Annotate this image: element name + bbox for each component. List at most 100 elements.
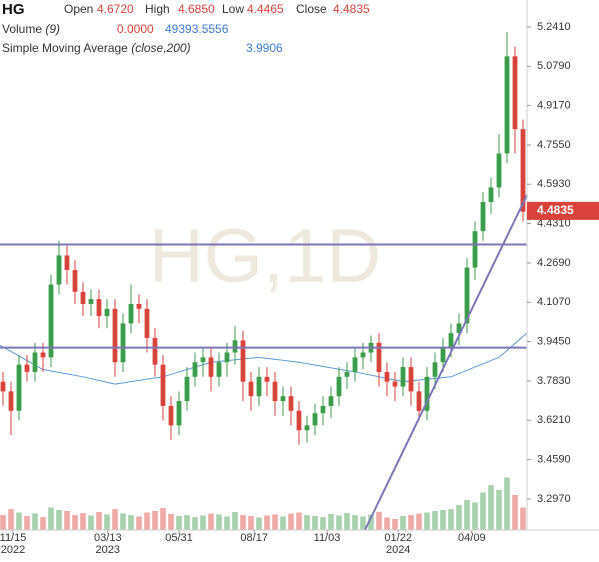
indicator-params: (close,200) (131, 41, 190, 55)
candle-body (152, 337, 158, 365)
candle-body (512, 56, 518, 130)
x-tick-label: 01/22 (384, 532, 412, 544)
y-tick-label: 3.9450 (537, 336, 571, 348)
volume-bar (112, 509, 118, 530)
candle-body (96, 299, 102, 317)
y-tick-label: 4.1070 (537, 296, 571, 308)
last-price-tag (527, 201, 599, 220)
y-tick-label: 3.6210 (537, 414, 571, 426)
x-year-label: 2023 (96, 544, 120, 556)
volume-bar (504, 477, 510, 530)
candle-body (120, 323, 126, 363)
symbol: HG (2, 1, 25, 18)
volume-bar (120, 513, 126, 530)
candle-body (424, 376, 430, 411)
volume-bar (432, 511, 438, 530)
volume-bar (88, 515, 94, 530)
volume-bar (248, 516, 254, 530)
candle-body (328, 396, 334, 406)
candle-body (240, 340, 246, 382)
volume-value: 0.0000 (117, 22, 154, 36)
y-tick-label: 4.4310 (537, 218, 571, 230)
candle-body (184, 376, 190, 402)
volume-bar (344, 513, 350, 530)
plot-area (0, 32, 528, 531)
x-tick-label: 04/09 (458, 532, 486, 544)
volume-bar (16, 512, 22, 530)
volume-bar (8, 509, 14, 530)
volume-bar (448, 509, 454, 530)
volume-bar (40, 517, 46, 530)
candle-body (0, 381, 6, 392)
volume-bar (496, 490, 502, 530)
candle-body (224, 352, 230, 363)
volume-bar (440, 510, 446, 530)
volume-bar (288, 513, 294, 530)
candle-body (248, 381, 254, 397)
x-tick-label: 11/15 (0, 532, 26, 544)
x-tick-label: 03/13 (94, 532, 122, 544)
volume-bar (160, 508, 166, 530)
x-year-label: 2022 (1, 544, 25, 556)
y-tick-label: 4.9170 (537, 100, 571, 112)
volume-ma-value: 49393.5556 (165, 22, 229, 36)
volume-bar (64, 511, 70, 530)
volume-bar (368, 514, 374, 530)
last-price-label: 4.4835 (537, 203, 574, 217)
candle-body (136, 303, 142, 309)
volume-bar (136, 516, 142, 530)
candle-body (336, 376, 342, 397)
candle-body (456, 323, 462, 334)
sma-line (0, 332, 528, 385)
volume-bar (104, 514, 110, 530)
volume-bar (408, 515, 414, 530)
volume-bar (280, 516, 286, 530)
volume-bar (352, 515, 358, 530)
candle-body (216, 362, 222, 377)
volume-bar (48, 507, 54, 530)
volume-bar (168, 514, 174, 530)
candle-body (440, 347, 446, 363)
volume-bar (464, 500, 470, 530)
x-tick-label: 11/03 (314, 532, 341, 544)
volume-bar (488, 485, 494, 530)
candle-body (80, 291, 86, 304)
y-tick-label: 3.4590 (537, 453, 571, 465)
volume-bar (192, 517, 198, 530)
candle-body (416, 391, 422, 411)
volume-bar (256, 517, 262, 530)
candle-body (176, 401, 182, 426)
volume-bar (264, 515, 270, 530)
candle-body (488, 187, 494, 202)
candle-body (304, 425, 310, 431)
low-value: 4.4465 (247, 2, 284, 16)
y-tick-label: 5.0790 (537, 60, 571, 72)
indicator-value: 3.9906 (246, 41, 283, 55)
volume-bar (376, 512, 382, 530)
close-value: 4.4835 (333, 2, 370, 16)
volume-bar (224, 516, 230, 530)
volume-bar (32, 513, 38, 530)
open-value: 4.6720 (97, 2, 134, 16)
candle-body (432, 362, 438, 377)
volume-bar (384, 517, 390, 530)
candle-body (272, 381, 278, 402)
volume-bar (328, 514, 334, 530)
volume-bar (208, 513, 214, 530)
volume-bar (144, 512, 150, 530)
candle-body (56, 255, 62, 285)
y-tick-label: 5.2410 (537, 21, 571, 33)
volume-bar (96, 512, 102, 530)
candle-body (352, 357, 358, 372)
volume-params: (9) (45, 22, 60, 36)
volume-bar (56, 510, 62, 530)
candle-body (320, 405, 326, 414)
y-tick-label: 4.5930 (537, 178, 571, 190)
volume-bar (80, 513, 86, 530)
volume-bar (184, 515, 190, 530)
trend-line (364, 194, 528, 531)
candle-body (264, 376, 270, 382)
candle-body (400, 367, 406, 387)
volume-bar (232, 512, 238, 530)
